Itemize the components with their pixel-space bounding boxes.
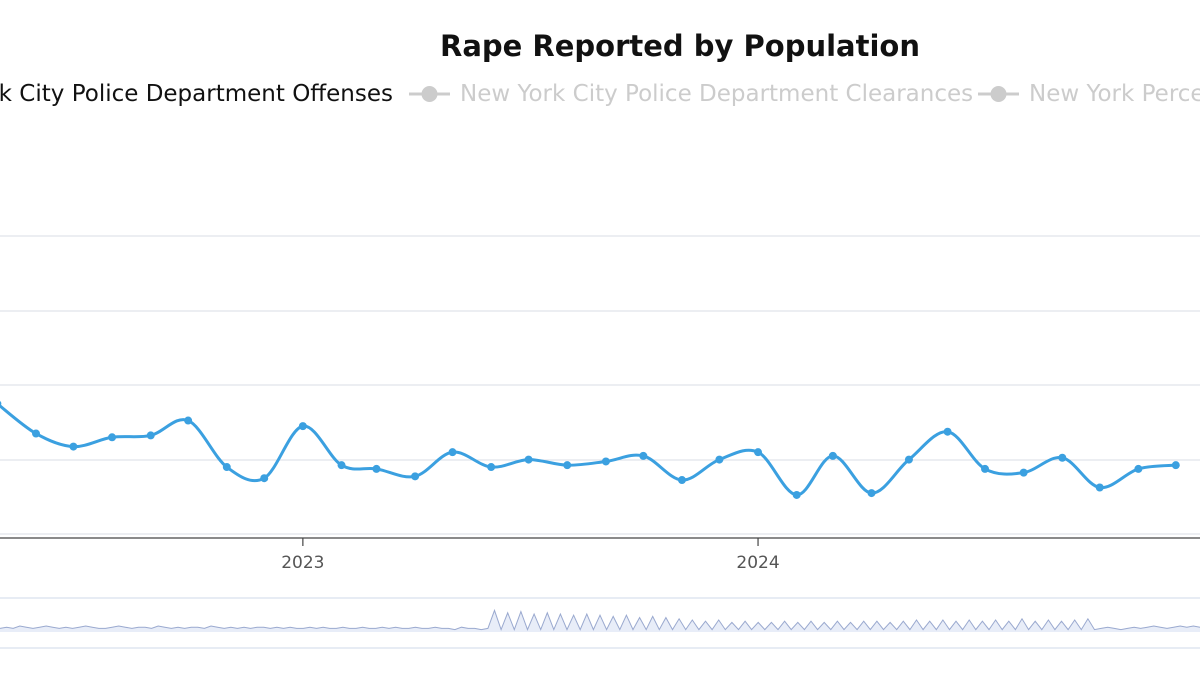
data-point[interactable] xyxy=(639,451,648,460)
legend-clearances-dot-icon xyxy=(421,86,438,102)
legend-item-percent-label[interactable]: New York Percent of Population xyxy=(1029,81,1200,107)
data-point[interactable] xyxy=(715,455,724,464)
series-points-offenses xyxy=(0,400,1180,499)
chart-title: Rape Reported by Population xyxy=(440,29,920,63)
x-tick-label: 2024 xyxy=(736,553,779,573)
data-point[interactable] xyxy=(337,461,346,470)
data-point[interactable] xyxy=(828,451,837,460)
legend-item-offenses-label[interactable]: New York City Police Department Offenses xyxy=(0,81,393,107)
series-line-offenses xyxy=(0,404,1176,497)
data-point[interactable] xyxy=(1134,464,1143,473)
data-point[interactable] xyxy=(108,433,117,442)
data-point[interactable] xyxy=(372,464,381,473)
data-point[interactable] xyxy=(792,490,801,499)
legend-item-percent[interactable]: New York Percent of Population xyxy=(978,81,1200,107)
legend-item-clearances-label[interactable]: New York City Police Department Clearanc… xyxy=(460,81,973,107)
legend: New York City Police Department Offenses… xyxy=(0,81,1200,107)
data-point[interactable] xyxy=(146,431,155,440)
legend-item-clearances[interactable]: New York City Police Department Clearanc… xyxy=(409,81,973,107)
data-point[interactable] xyxy=(524,455,533,464)
x-tick-label: 2023 xyxy=(281,553,324,573)
data-point[interactable] xyxy=(184,416,193,425)
data-point[interactable] xyxy=(69,442,78,451)
data-point[interactable] xyxy=(1095,483,1104,492)
data-point[interactable] xyxy=(1058,453,1067,462)
data-point[interactable] xyxy=(943,427,952,436)
data-point[interactable] xyxy=(677,476,686,485)
data-point[interactable] xyxy=(601,457,610,466)
data-point[interactable] xyxy=(32,429,40,438)
data-point[interactable] xyxy=(1171,461,1180,470)
data-point[interactable] xyxy=(222,463,231,472)
data-point[interactable] xyxy=(981,464,989,473)
data-point[interactable] xyxy=(448,448,457,457)
data-point[interactable] xyxy=(563,461,572,470)
overview-navigator[interactable] xyxy=(0,597,1200,649)
series-offenses xyxy=(0,400,1180,499)
navigator-line xyxy=(0,608,1200,632)
data-point[interactable] xyxy=(260,474,269,483)
data-point[interactable] xyxy=(487,463,496,472)
data-point[interactable] xyxy=(1019,468,1028,477)
navigator-area xyxy=(0,610,1200,632)
legend-percent-dot-icon xyxy=(990,86,1007,102)
y-grid xyxy=(0,235,1200,535)
data-point[interactable] xyxy=(411,472,420,481)
data-point[interactable] xyxy=(904,455,913,464)
data-point[interactable] xyxy=(867,489,876,498)
data-point[interactable] xyxy=(754,448,763,457)
x-axis-ticks: 2023 2024 xyxy=(281,538,780,573)
data-point[interactable] xyxy=(0,400,2,408)
data-point[interactable] xyxy=(298,422,307,431)
